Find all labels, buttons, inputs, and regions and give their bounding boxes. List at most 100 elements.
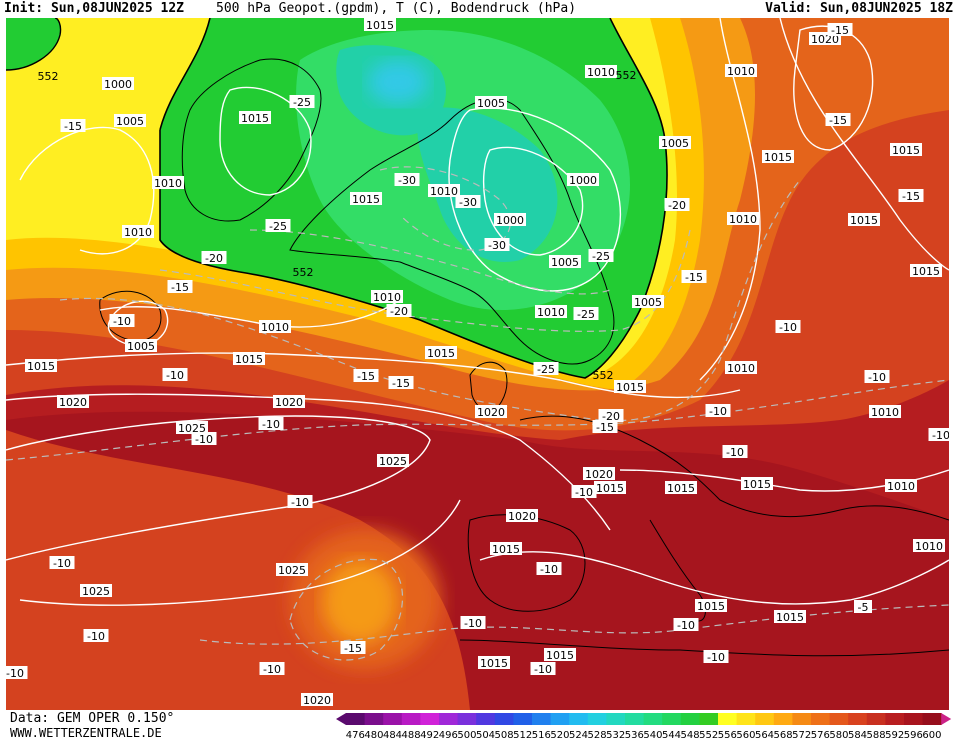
isotherm_labels-label: -25 xyxy=(289,95,315,109)
isotherm_labels-label: -10 xyxy=(83,629,109,643)
legend-swatch xyxy=(792,713,812,725)
isobar_labels-label: 1000 xyxy=(102,77,134,91)
isobar_labels-label: 1000 xyxy=(567,173,599,187)
isotherm_labels-label-text: -10 xyxy=(540,563,558,576)
legend-swatch xyxy=(587,713,607,725)
isobar_labels-label: 1010 xyxy=(585,65,617,79)
isobar-1025-south xyxy=(19,499,461,606)
legend-tick-label: 528 xyxy=(588,730,607,741)
legend-tick-label: 536 xyxy=(625,730,644,741)
isotherm_labels-label: -10 xyxy=(6,666,28,680)
isobar_labels-label-text: 1010 xyxy=(887,480,915,493)
isotherm_labels-label-text: -10 xyxy=(6,667,24,680)
isotherm-minus15-south xyxy=(289,558,404,661)
isotherm_labels-label: -15 xyxy=(167,280,193,294)
isotherm_labels-label-text: -5 xyxy=(858,601,869,614)
legend-swatch xyxy=(364,713,384,725)
isobar_labels-label: 1015 xyxy=(614,380,646,394)
isotherm_labels-label-text: -10 xyxy=(166,369,184,382)
isobar_labels-label-text: 1015 xyxy=(764,151,792,164)
isobar_labels-label: 1010 xyxy=(122,225,154,239)
legend-tick-label: 580 xyxy=(829,730,848,741)
isotherm_labels-label-text: -10 xyxy=(291,496,309,509)
isotherm-minus10-south xyxy=(199,604,949,645)
isobar_labels-label: 1020 xyxy=(57,395,89,409)
isobar_labels-label: 1015 xyxy=(848,213,880,227)
legend-swatch xyxy=(643,713,663,725)
isotherm_labels-label-text: -30 xyxy=(459,196,477,209)
isotherm_labels-label-text: -10 xyxy=(113,315,131,328)
isobar_labels-label: 1015 xyxy=(25,359,57,373)
isotherm_labels-label-text: -20 xyxy=(205,252,223,265)
isobar_labels-label-text: 1015 xyxy=(596,482,624,495)
isobar_labels-label-text: 1010 xyxy=(373,291,401,304)
isobar_labels-label-text: 1000 xyxy=(104,78,132,91)
legend-tick-label: 496 xyxy=(439,730,458,741)
legend-swatch xyxy=(680,713,700,725)
legend-tick-label: 600 xyxy=(922,730,941,741)
isotherm_labels-label: -10 xyxy=(673,618,699,632)
isobar_labels-label-text: 1010 xyxy=(727,362,755,375)
isotherm_labels-label-text: -10 xyxy=(932,429,949,442)
isobar_labels-label: 1025 xyxy=(176,421,208,435)
isobar_labels-label-text: 1015 xyxy=(27,360,55,373)
legend-swatch xyxy=(848,713,868,725)
isobar_labels-label-text: 1020 xyxy=(303,694,331,707)
contour-552-nw xyxy=(6,18,62,71)
isotherm_labels-label-text: -10 xyxy=(726,446,744,459)
isobar_labels-label: 1010 xyxy=(152,176,184,190)
isobar_labels-label-text: 1020 xyxy=(811,33,839,46)
isobar-1015-greenland xyxy=(219,86,312,196)
legend-swatch xyxy=(346,713,366,725)
contour_label_552-label-text: 552 xyxy=(593,369,614,382)
coast-greenland xyxy=(181,58,322,222)
weather-map[interactable]: 1015 1000 1005 1015 1010 1010 1015 1010 1005 1000… xyxy=(6,18,949,710)
isotherm_labels-label-text: -20 xyxy=(390,305,408,318)
isotherm_labels-label: -10 xyxy=(775,320,801,334)
isobar_labels-label-text: 1015 xyxy=(366,19,394,32)
legend-tick-label: 576 xyxy=(811,730,830,741)
isobar_labels-label-text: 1015 xyxy=(776,611,804,624)
legend-swatch xyxy=(829,713,849,725)
legend-tick-label: 508 xyxy=(495,730,514,741)
legend-swatch xyxy=(699,713,719,725)
legend-tick-label: 552 xyxy=(699,730,718,741)
isotherm_labels-label-text: -10 xyxy=(263,663,281,676)
isobar_labels-label: 1005 xyxy=(475,96,507,110)
isobar_labels-label: 1015 xyxy=(350,192,382,206)
isobar_labels-label-text: 1020 xyxy=(477,406,505,419)
isotherm_labels-label: -10 xyxy=(705,404,731,418)
isobar_labels-label-text: 1020 xyxy=(275,396,303,409)
legend-tick-label: 568 xyxy=(774,730,793,741)
contour-552-labels: 552 552 552 552 xyxy=(38,69,637,382)
isobar_labels-label-text: 1020 xyxy=(585,468,613,481)
isotherm_labels-label-text: -25 xyxy=(577,308,595,321)
coast-africa xyxy=(459,639,949,657)
isobar_labels-label-text: 1010 xyxy=(430,185,458,198)
legend-tick-label: 520 xyxy=(550,730,569,741)
isobar_labels-label-text: 1025 xyxy=(278,564,306,577)
isobar_labels-label: 1020 xyxy=(301,693,333,707)
isotherm_labels-label: -10 xyxy=(191,432,217,446)
isobar_labels-label-text: 1015 xyxy=(235,353,263,366)
isotherm_labels-label-text: -15 xyxy=(171,281,189,294)
legend-swatch xyxy=(457,713,477,725)
legend-swatch xyxy=(662,713,682,725)
isobar-1020 xyxy=(6,393,611,531)
isobar_labels-label: 1015 xyxy=(890,143,922,157)
legend-swatch xyxy=(606,713,626,725)
isotherm_labels-label-text: -20 xyxy=(602,410,620,423)
isobar_labels-label: 1010 xyxy=(913,539,945,553)
contour_label_552-label-text: 552 xyxy=(616,69,637,82)
isobar_labels-label-text: 1025 xyxy=(178,422,206,435)
isobar_labels-label-text: 1015 xyxy=(241,112,269,125)
coast-italy xyxy=(649,519,706,622)
isotherm_labels-label-text: -10 xyxy=(779,321,797,334)
contour_label_552-label-text: 552 xyxy=(293,266,314,279)
isotherm_labels-label: -20 xyxy=(664,198,690,212)
isobar_labels-label: 1015 xyxy=(490,542,522,556)
contour_label_552-label: 552 xyxy=(616,69,637,82)
legend-swatch xyxy=(420,713,440,725)
isotherm_labels-label: -10 xyxy=(928,428,949,442)
valid-time: Valid: Sun,08JUN2025 18Z xyxy=(765,1,953,16)
